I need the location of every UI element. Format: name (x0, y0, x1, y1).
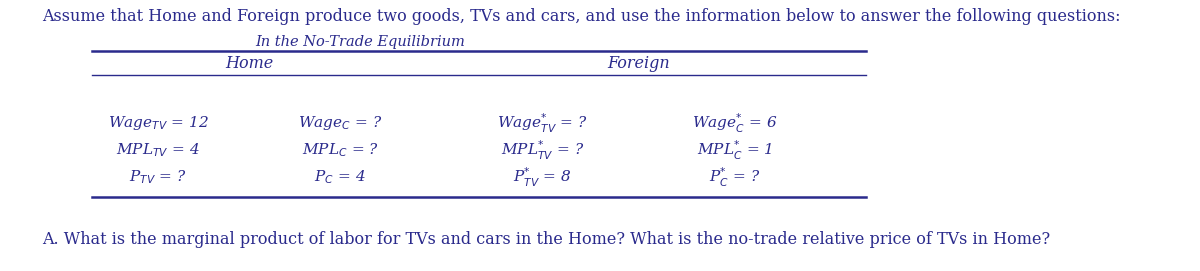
Text: P$_{C}$ = 4: P$_{C}$ = 4 (314, 168, 366, 186)
Text: Assume that Home and Foreign produce two goods, TVs and cars, and use the inform: Assume that Home and Foreign produce two… (42, 8, 1121, 25)
Text: MPL$^{*}_{C}$ = 1: MPL$^{*}_{C}$ = 1 (697, 139, 773, 162)
Text: MPL$_{C}$ = ?: MPL$_{C}$ = ? (301, 141, 379, 159)
Text: Wage$_{C}$ = ?: Wage$_{C}$ = ? (298, 114, 383, 133)
Text: Wage$^{*}_{TV}$ = ?: Wage$^{*}_{TV}$ = ? (497, 112, 588, 135)
Text: MPL$_{TV}$ = 4: MPL$_{TV}$ = 4 (116, 141, 200, 159)
Text: P$^{*}_{C}$ = ?: P$^{*}_{C}$ = ? (709, 166, 761, 189)
Text: Foreign: Foreign (607, 54, 670, 72)
Text: In the No-Trade Equilibrium: In the No-Trade Equilibrium (256, 35, 466, 49)
Text: Wage$^{*}_{C}$ = 6: Wage$^{*}_{C}$ = 6 (692, 112, 778, 135)
Text: MPL$^{*}_{TV}$ = ?: MPL$^{*}_{TV}$ = ? (500, 139, 584, 162)
Text: P$^{*}_{TV}$ = 8: P$^{*}_{TV}$ = 8 (514, 166, 572, 189)
Text: A. What is the marginal product of labor for TVs and cars in the Home? What is t: A. What is the marginal product of labor… (42, 231, 1050, 248)
Text: Wage$_{TV}$ = 12: Wage$_{TV}$ = 12 (108, 114, 209, 133)
Text: Home: Home (226, 54, 274, 72)
Text: P$_{TV}$ = ?: P$_{TV}$ = ? (130, 168, 187, 186)
